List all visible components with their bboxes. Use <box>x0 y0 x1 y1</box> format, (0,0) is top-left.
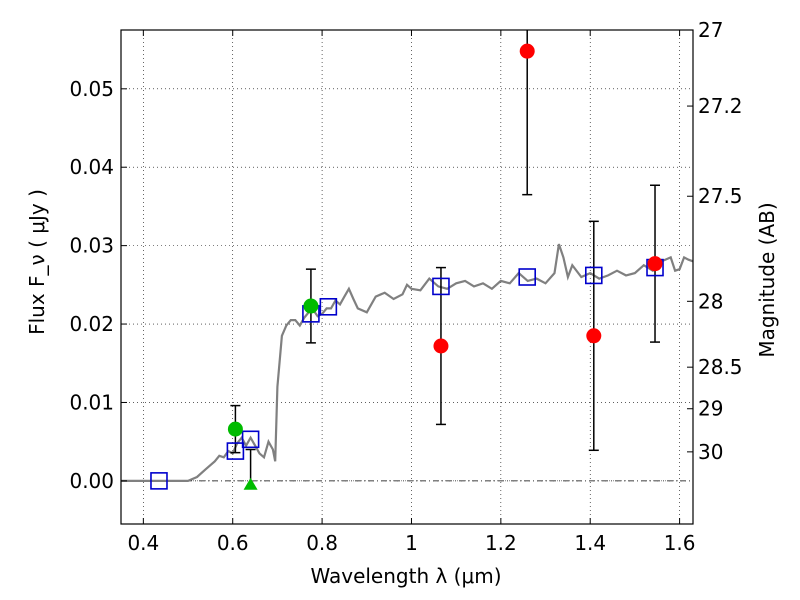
right-tick-label: 30 <box>698 440 723 464</box>
model-spectrum <box>121 243 693 482</box>
model-photometry-square <box>432 277 450 296</box>
model-photometry-square <box>319 297 338 316</box>
photometry-point <box>303 298 319 314</box>
right-tick-label: 29 <box>698 397 723 421</box>
data-marks <box>150 30 664 490</box>
right-tick-label: 28.5 <box>698 355 743 379</box>
x-tick-label: 1.4 <box>574 531 606 555</box>
x-axis-title: Wavelength λ (μm) <box>310 564 501 588</box>
right-tick-label: 27.5 <box>698 184 743 208</box>
right-tick-label: 27 <box>698 18 723 42</box>
right-axis: 27 27.2 27.5 28 28.5 29 30 <box>687 18 743 464</box>
x-tick-label: 0.8 <box>306 531 338 555</box>
photometry-point <box>647 256 663 272</box>
y-axis: 0.00 0.01 0.02 0.03 0.04 0.05 <box>69 77 127 493</box>
model-photometry-square <box>226 442 245 460</box>
model-photometry-square <box>518 268 537 286</box>
x-tick-label: 1.2 <box>485 531 517 555</box>
right-tick-label: 28 <box>698 289 723 313</box>
x-tick-label: 1 <box>405 531 418 555</box>
x-axis: 0.4 0.6 0.8 1 1.2 1.4 1.6 <box>127 30 696 555</box>
right-axis-title: Magnitude (AB) <box>755 202 779 357</box>
y-tick-label: 0.01 <box>69 390 114 414</box>
x-tick-label: 0.4 <box>127 531 159 555</box>
y-tick-label: 0.05 <box>69 77 114 101</box>
x-tick-label: 0.6 <box>217 531 249 555</box>
photometry-point <box>433 338 449 354</box>
model-spectrum-line <box>121 243 693 482</box>
y-tick-label: 0.02 <box>69 312 114 336</box>
y-tick-label: 0.00 <box>69 469 114 493</box>
model-photometry-square <box>584 266 603 285</box>
x-tick-label: 1.6 <box>664 531 696 555</box>
photometry-point <box>519 43 535 59</box>
upper-limit-triangle <box>243 477 258 490</box>
y-axis-title: Flux F_ν ( μJy ) <box>25 189 49 335</box>
grid-lines <box>121 30 693 524</box>
model-photometry-square <box>241 430 260 449</box>
model-photometry-square <box>150 472 168 490</box>
plot-frame <box>120 29 694 525</box>
photometry-point <box>586 328 602 344</box>
y-tick-label: 0.03 <box>69 234 114 258</box>
right-tick-label: 27.2 <box>698 94 743 118</box>
y-tick-label: 0.04 <box>69 155 114 179</box>
photometry-point <box>227 421 243 437</box>
